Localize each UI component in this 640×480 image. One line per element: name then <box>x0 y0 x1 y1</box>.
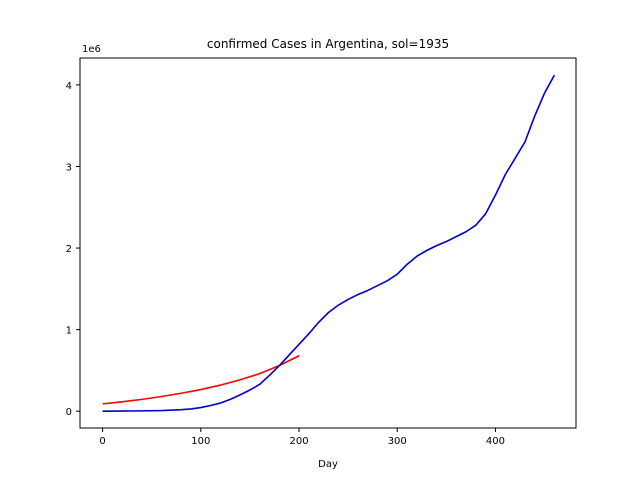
x-tick-label: 0 <box>99 436 105 447</box>
y-tick-label: 4 <box>66 81 72 92</box>
series-line-1 <box>102 74 556 412</box>
x-tick-label: 400 <box>486 436 505 447</box>
y-tick-label: 0 <box>66 407 72 418</box>
x-tick-label: 300 <box>388 436 407 447</box>
series-layer <box>102 74 556 412</box>
y-axis-ticks: 0 1 2 3 4 <box>66 81 80 418</box>
y-offset-label: 1e6 <box>82 44 101 55</box>
x-axis-ticks: 0 100 200 300 400 <box>99 428 505 447</box>
series-line-0 <box>102 355 300 405</box>
plot-area-frame <box>79 57 577 429</box>
y-tick-label: 3 <box>66 162 72 173</box>
x-axis-label: Day <box>318 459 338 470</box>
x-tick-label: 200 <box>289 436 308 447</box>
x-tick-label: 100 <box>191 436 210 447</box>
y-tick-label: 2 <box>66 244 72 255</box>
chart-title: confirmed Cases in Argentina, sol=1935 <box>207 37 449 51</box>
y-tick-label: 1 <box>66 326 72 337</box>
